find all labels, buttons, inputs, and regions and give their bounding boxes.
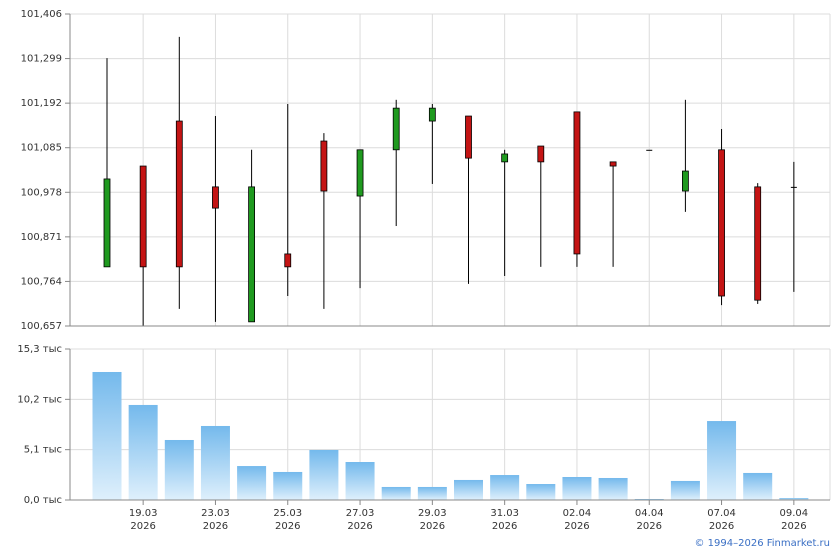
x-tick-label: 23.03 bbox=[201, 508, 230, 519]
candle-body bbox=[284, 253, 292, 268]
y-tick-label: 5,1 тыс bbox=[24, 445, 62, 456]
candle-body bbox=[573, 111, 581, 255]
x-tick-label: 19.03 bbox=[129, 508, 158, 519]
y-tick-label: 100,764 bbox=[21, 276, 62, 287]
volume-bar bbox=[273, 471, 303, 500]
candle-body bbox=[392, 107, 400, 151]
x-tick-year: 2026 bbox=[564, 521, 589, 532]
candle-body bbox=[103, 178, 111, 268]
volume-bar bbox=[707, 421, 737, 500]
volume-bar bbox=[779, 498, 809, 500]
x-tick-label: 04.04 bbox=[635, 508, 664, 519]
y-tick-label: 100,871 bbox=[21, 232, 62, 243]
volume-bar bbox=[381, 486, 411, 500]
x-tick-year: 2026 bbox=[781, 521, 806, 532]
x-tick-label: 29.03 bbox=[418, 508, 447, 519]
volume-bar bbox=[670, 480, 700, 500]
candle-body bbox=[682, 170, 689, 192]
candle-body bbox=[320, 140, 328, 192]
y-tick-label: 101,406 bbox=[21, 9, 62, 20]
volume-bar bbox=[526, 484, 556, 500]
x-tick-year: 2026 bbox=[347, 521, 372, 532]
candle-body bbox=[139, 165, 147, 268]
candle-body bbox=[356, 149, 364, 197]
candle-body bbox=[501, 153, 509, 163]
y-tick-label: 100,657 bbox=[21, 321, 62, 332]
candle-body bbox=[212, 186, 219, 209]
x-tick-year: 2026 bbox=[492, 521, 517, 532]
volume-bar bbox=[200, 425, 230, 500]
y-tick-label: 10,2 тыс bbox=[17, 394, 62, 405]
volume-bar bbox=[454, 479, 483, 500]
x-tick-label: 02.04 bbox=[563, 508, 592, 519]
volume-bar bbox=[164, 439, 194, 500]
x-tick-year: 2026 bbox=[637, 521, 662, 532]
volume-bar bbox=[598, 477, 628, 500]
volume-bar bbox=[92, 371, 122, 500]
volume-bar bbox=[490, 475, 520, 500]
x-tick-year: 2026 bbox=[420, 521, 445, 532]
volume-bar bbox=[345, 462, 375, 500]
candle-body bbox=[248, 186, 256, 323]
candle-body bbox=[718, 149, 725, 297]
x-tick-year: 2026 bbox=[130, 521, 155, 532]
x-tick-label: 09.04 bbox=[780, 508, 809, 519]
volume-bar bbox=[309, 449, 339, 500]
y-tick-label: 0,0 тыс bbox=[24, 495, 62, 506]
candle-body bbox=[646, 149, 653, 151]
x-tick-label: 07.04 bbox=[707, 508, 736, 519]
candle-body bbox=[754, 186, 762, 301]
volume-bar bbox=[417, 486, 447, 500]
y-tick-label: 15,3 тыс bbox=[17, 344, 62, 355]
x-tick-year: 2026 bbox=[709, 521, 734, 532]
candle-body bbox=[175, 120, 183, 268]
volume-bar bbox=[128, 404, 158, 500]
candle-body bbox=[465, 115, 472, 159]
volume-bar bbox=[743, 472, 773, 500]
x-tick-label: 27.03 bbox=[346, 508, 375, 519]
x-tick-label: 31.03 bbox=[490, 508, 519, 519]
volume-bar bbox=[237, 466, 267, 500]
footer: © 1994–2026 Finmarket.ru bbox=[694, 538, 830, 549]
x-tick-year: 2026 bbox=[203, 521, 228, 532]
y-tick-label: 101,299 bbox=[21, 54, 62, 65]
volume-bar bbox=[562, 477, 592, 500]
y-tick-label: 101,085 bbox=[21, 143, 62, 154]
candle-body bbox=[537, 145, 545, 163]
y-tick-label: 100,978 bbox=[21, 187, 62, 198]
x-tick-label: 25.03 bbox=[273, 508, 302, 519]
candle-body bbox=[790, 186, 797, 188]
candle-body bbox=[428, 107, 436, 122]
x-tick-year: 2026 bbox=[275, 521, 300, 532]
candle-body bbox=[609, 161, 617, 167]
y-tick-label: 101,192 bbox=[21, 98, 62, 109]
